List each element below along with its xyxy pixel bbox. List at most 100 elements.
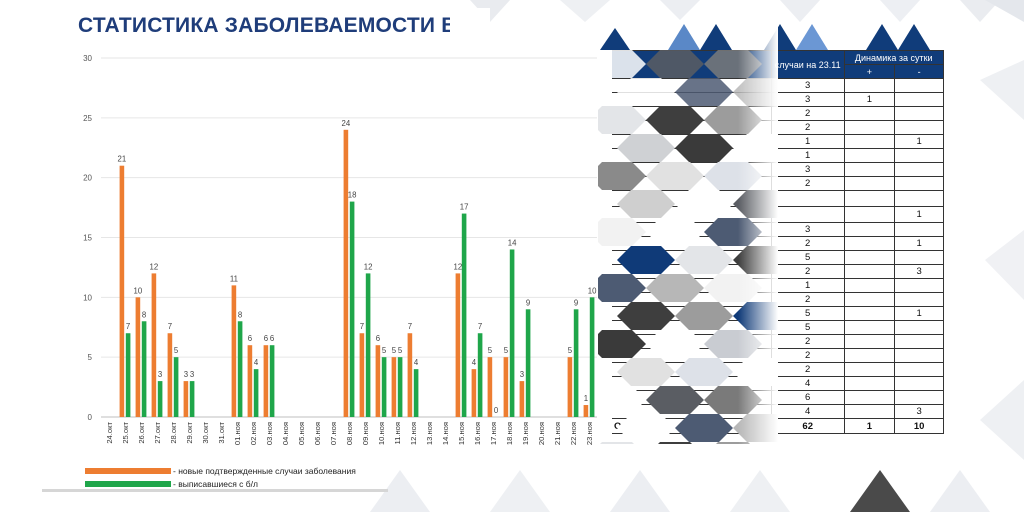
row-cases-cell: 5 [770,320,845,335]
background-triangle [660,0,700,20]
background-triangle [985,0,1024,22]
x-tick-label: 06.ноя [313,422,322,445]
bar-new-cases [343,129,349,418]
overlay-hexagon [600,442,634,444]
row-minus-cell: 1 [894,206,944,223]
row-minus-cell [894,120,944,135]
y-tick-label: 0 [88,413,93,422]
x-tick-label: 21.ноя [553,422,562,445]
row-plus-cell [843,362,896,377]
data-label: 1 [584,394,588,403]
legend-item-new-cases: - новые подтвержденные случаи заболевани… [85,464,356,477]
row-cases-cell: 2 [770,264,845,279]
background-triangle [730,470,790,512]
row-cases-cell: 3 [770,162,845,177]
bar-recovered [269,345,275,417]
row-plus-cell [843,348,896,363]
overlay-hexagon [617,414,675,442]
bar-new-cases [359,333,365,417]
row-cases-cell: 2 [770,292,845,307]
row-plus-cell [843,390,896,405]
data-label: 18 [348,191,357,200]
background-triangle [610,470,670,512]
legend-swatch-orange [85,467,171,474]
row-cases-cell: 1 [770,148,845,163]
x-tick-label: 02.ноя [249,422,258,445]
data-label: 12 [364,262,373,271]
bar-new-cases [375,345,381,417]
overlay-hexagon [658,442,692,444]
x-tick-label: 22.ноя [569,422,578,445]
title-fade [450,8,490,48]
row-plus-cell [843,404,896,419]
bar-new-cases [263,345,269,417]
total-minus: 10 [894,418,944,434]
bar-new-cases [231,285,237,417]
data-label: 10 [134,286,143,295]
row-plus-cell [843,292,896,307]
x-tick-label: 16.ноя [473,422,482,445]
x-tick-label: 08.ноя [345,422,354,445]
overlay-fade [738,24,778,444]
row-cases-cell: 2 [770,176,845,191]
x-tick-label: 13.ноя [425,422,434,445]
data-label: 6 [376,334,380,343]
data-label: 7 [478,322,482,331]
bar-recovered [461,213,467,417]
overlay-hexagon [675,78,733,106]
bar-new-cases [167,333,173,417]
data-label: 7 [360,322,364,331]
row-cases-cell [770,190,845,207]
overlay-hexagon [675,414,733,442]
x-tick-label: 11.ноя [393,422,402,445]
overlay-hexagon [598,330,646,358]
bar-new-cases [583,405,589,417]
background-triangle [490,470,550,512]
data-label: 7 [168,322,172,331]
x-tick-label: 25.окт [121,421,130,443]
overlay-hexagon [598,162,646,190]
x-tick-label: 24.окт [105,421,114,443]
table-subheader-row: + - [612,64,944,79]
data-label: 3 [190,370,194,379]
bar-recovered [477,333,483,417]
data-label: 24 [342,119,351,128]
row-cases-cell: 4 [770,376,845,391]
background-triangle [470,0,510,22]
data-label: 4 [254,358,259,367]
data-label: 9 [526,298,530,307]
row-plus-cell [843,250,896,265]
x-tick-label: 03.ноя [265,422,274,445]
row-plus-cell [843,320,896,335]
data-label: 14 [508,238,517,247]
row-cases-cell: 2 [770,362,845,377]
row-cases-cell [770,206,845,223]
data-label: 5 [174,346,179,355]
x-tick-label: 14.ноя [441,422,450,445]
overlay-hexagon [646,386,704,414]
data-label: 6 [264,334,268,343]
row-plus-cell [843,176,896,191]
overlay-hexagon [646,50,704,78]
row-plus-cell [843,162,896,177]
row-plus-cell [843,306,896,321]
row-cases-cell: 3 [770,92,845,107]
bar-new-cases [183,381,189,417]
row-plus-cell [843,148,896,163]
row-minus-cell [894,376,944,391]
x-tick-label: 15.ноя [457,422,466,445]
row-minus-cell [894,278,944,293]
row-plus-cell [843,206,896,223]
bar-new-cases [519,381,525,417]
row-cases-cell: 2 [770,106,845,121]
bar-recovered [253,369,259,417]
row-minus-cell [894,162,944,177]
bar-new-cases [135,297,141,417]
data-label: 5 [504,346,509,355]
row-plus-cell [843,190,896,207]
x-tick-label: 29.окт [185,421,194,443]
y-tick-label: 30 [83,54,92,63]
bar-new-cases [119,165,125,417]
bar-recovered [397,357,403,417]
